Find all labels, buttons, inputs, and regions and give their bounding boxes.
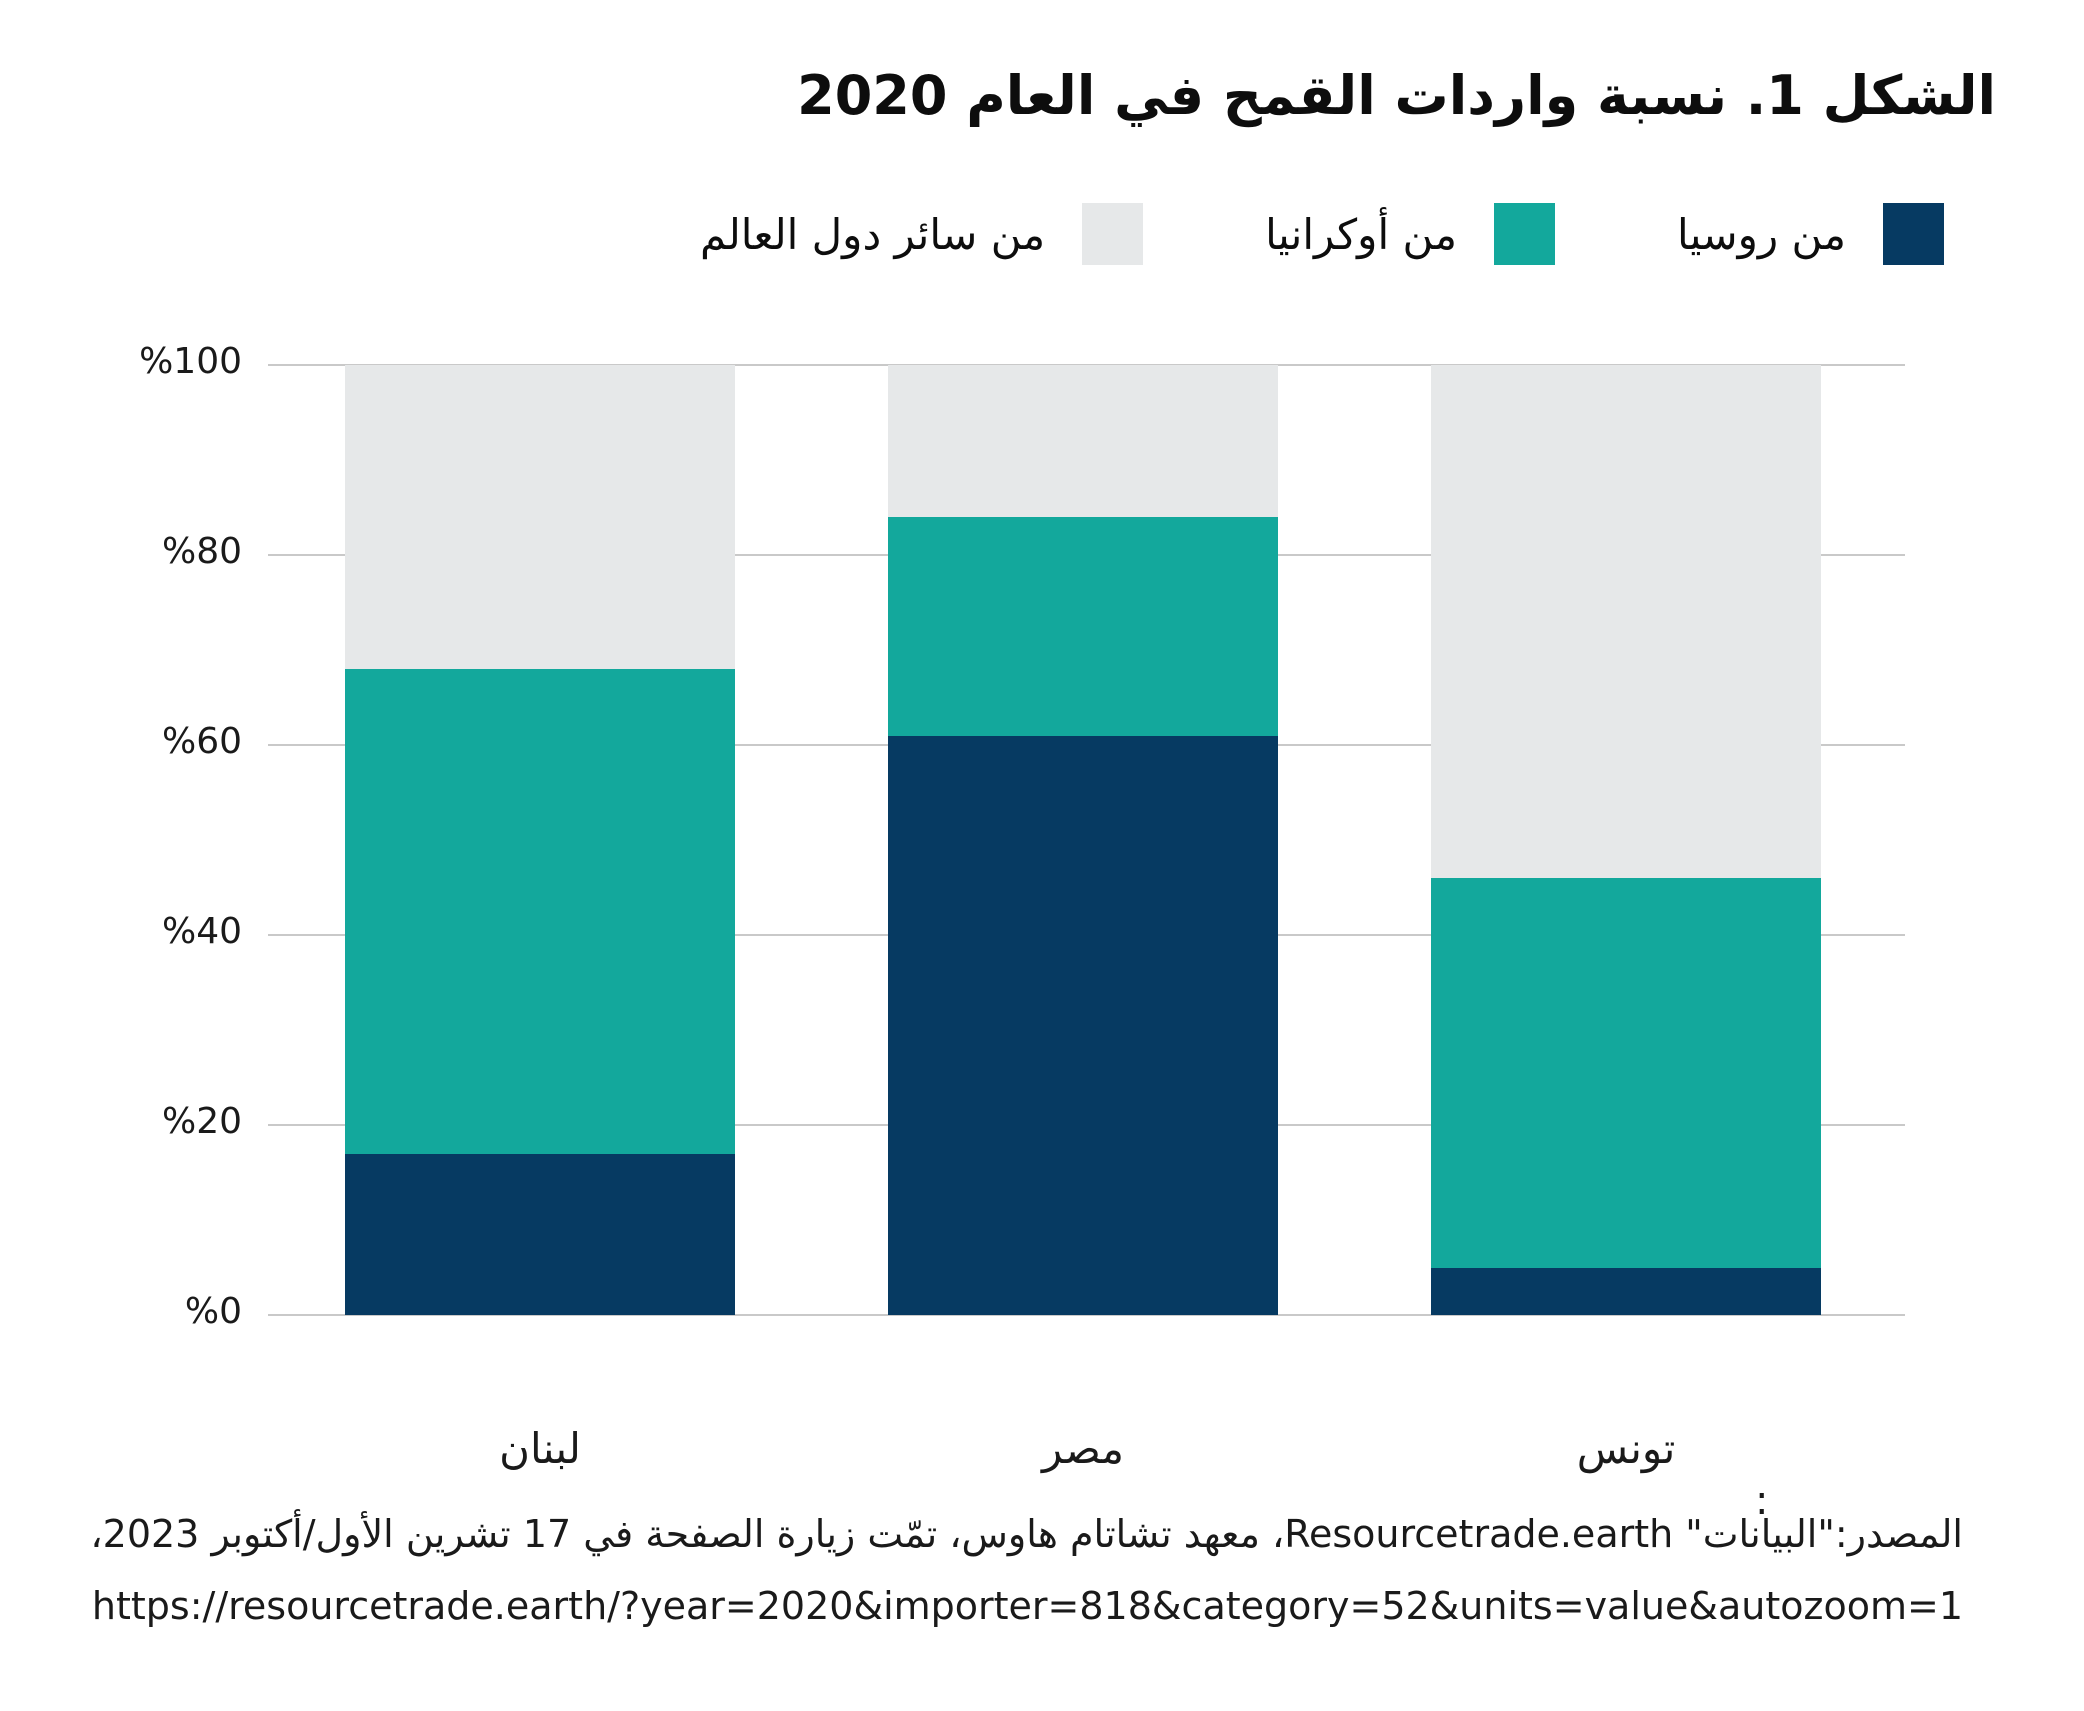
y-axis-tick-0: %0	[184, 1291, 242, 1332]
source-url: https://resourcetrade.earth/?year=2020&i…	[91, 1584, 1963, 1628]
legend-swatch-0	[1883, 203, 1944, 265]
legend-item-0: من روسيا	[1677, 203, 1944, 265]
legend: من روسيا من أوكرانيا من سائر دول العالم	[700, 203, 1944, 265]
y-axis-tick-60: %60	[161, 721, 242, 762]
bar-segment-0-2	[345, 365, 735, 669]
y-axis-tick-40: %40	[161, 911, 242, 952]
bar-segment-2-1	[1431, 878, 1821, 1268]
legend-swatch-1	[1493, 203, 1555, 265]
legend-swatch-2	[1082, 203, 1144, 265]
bar-segment-1-1	[888, 517, 1278, 736]
legend-label-0: من روسيا	[1676, 209, 1846, 259]
legend-label-1: من أوكرانيا	[1265, 209, 1457, 259]
gridline-0	[268, 1314, 1905, 1316]
bar-segment-1-0	[888, 735, 1278, 1315]
legend-item-1: من أوكرانيا	[1265, 203, 1555, 265]
stray-colon-mark: :	[1755, 1478, 1769, 1524]
bar-segment-2-2	[1431, 365, 1821, 878]
x-axis-label-1: مصر	[1041, 1424, 1125, 1473]
legend-label-2: من سائر دول العالم	[700, 209, 1046, 259]
legend-item-2: من سائر دول العالم	[700, 203, 1144, 265]
chart-title: الشكل 1. نسبة واردات القمح في العام 2020	[797, 64, 1996, 127]
y-axis-tick-100: %100	[139, 341, 242, 382]
y-axis-tick-80: %80	[161, 531, 242, 572]
x-axis-label-0: لبنان	[499, 1424, 581, 1473]
bar-segment-0-0	[345, 1153, 735, 1315]
x-axis-label-2: تونس	[1576, 1424, 1676, 1473]
y-axis-tick-20: %20	[161, 1101, 242, 1142]
source-line-1: المصدر:"البيانات" Resourcetrade.earth، م…	[90, 1512, 1963, 1556]
source-note: المصدر:"البيانات" Resourcetrade.earth، م…	[90, 1498, 1963, 1642]
bar-segment-0-1	[345, 669, 735, 1154]
bar-segment-1-2	[888, 365, 1278, 517]
bar-segment-2-0	[1431, 1267, 1821, 1315]
